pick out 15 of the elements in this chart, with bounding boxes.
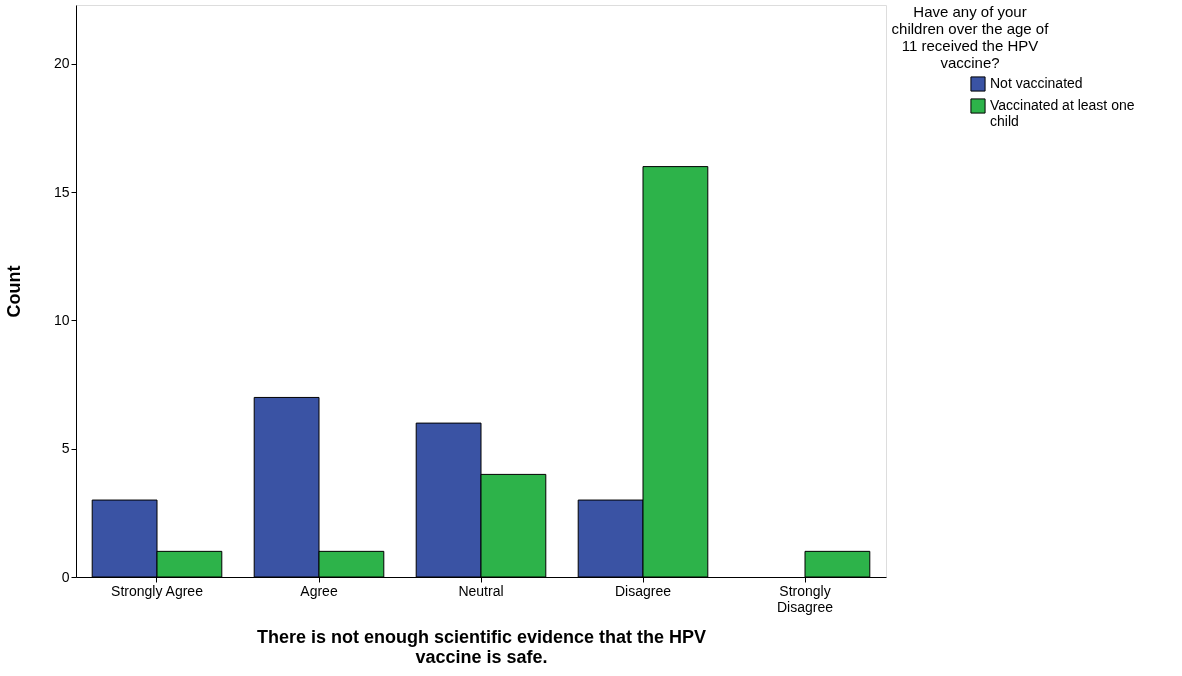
legend-title: Have any of your children over the age of 11 received the HPV vaccine? [891, 3, 1050, 71]
y-tick-label: 20 [53, 55, 70, 72]
x-axis-title: There is not enough scientific evidence that the HPV vaccine is safe. [256, 626, 707, 667]
x-tick-label: Strongly Agree [111, 582, 204, 599]
y-axis-title: Count [3, 265, 24, 318]
y-tick-label: 10 [53, 312, 70, 328]
y-tick-label: 0 [61, 568, 70, 585]
x-tick-label: Disagree [614, 582, 672, 599]
x-tick-label: Agree [300, 582, 338, 599]
x-tick-label: Strongly Disagree [776, 582, 834, 615]
legend-label: Not vaccinated [990, 75, 1083, 91]
x-tick-label: Neutral [458, 582, 504, 599]
y-tick-label: 15 [53, 183, 70, 200]
legend-label: Vaccinated at least one child [990, 97, 1135, 129]
y-tick-label: 5 [61, 440, 70, 457]
